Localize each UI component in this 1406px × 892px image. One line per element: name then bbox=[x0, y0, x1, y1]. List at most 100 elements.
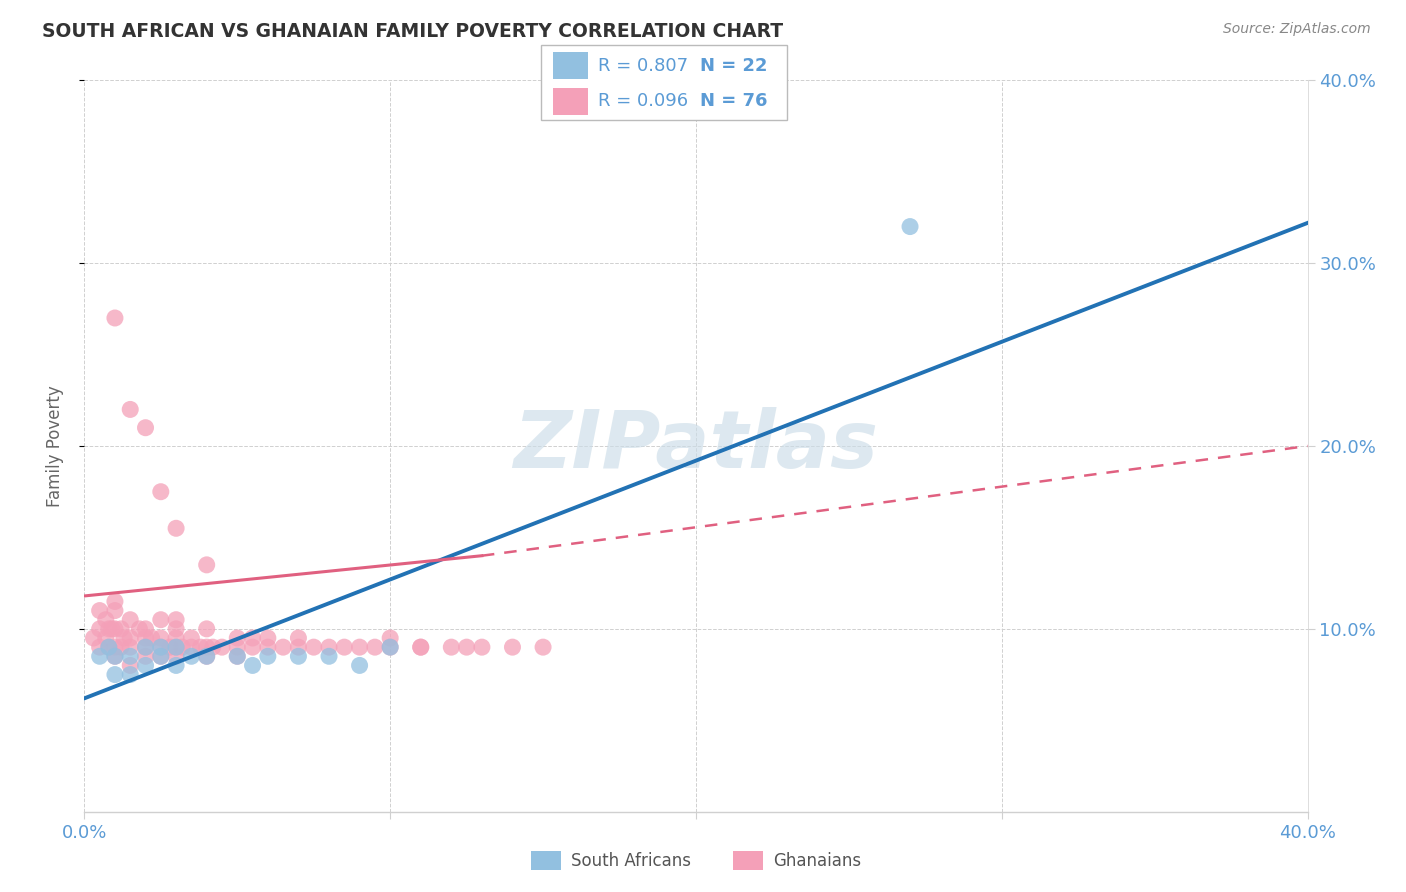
Y-axis label: Family Poverty: Family Poverty bbox=[45, 385, 63, 507]
Point bbox=[226, 649, 249, 664]
Point bbox=[104, 649, 127, 664]
Text: N = 76: N = 76 bbox=[700, 93, 768, 111]
Point bbox=[226, 640, 249, 655]
Point bbox=[104, 603, 127, 617]
Point bbox=[101, 622, 124, 636]
Point bbox=[380, 631, 402, 645]
Point bbox=[110, 640, 132, 655]
Point bbox=[165, 640, 187, 655]
Text: SOUTH AFRICAN VS GHANAIAN FAMILY POVERTY CORRELATION CHART: SOUTH AFRICAN VS GHANAIAN FAMILY POVERTY… bbox=[42, 22, 783, 41]
Text: Source: ZipAtlas.com: Source: ZipAtlas.com bbox=[1223, 22, 1371, 37]
Point bbox=[120, 402, 142, 417]
Point bbox=[89, 622, 111, 636]
Point bbox=[409, 640, 432, 655]
Point bbox=[349, 658, 371, 673]
Point bbox=[128, 622, 150, 636]
Point bbox=[104, 311, 127, 326]
Point bbox=[242, 631, 264, 645]
Point bbox=[380, 640, 402, 655]
Point bbox=[195, 640, 218, 655]
Point bbox=[180, 631, 202, 645]
Point bbox=[456, 640, 478, 655]
Point bbox=[226, 631, 249, 645]
Point bbox=[120, 640, 142, 655]
Point bbox=[257, 640, 280, 655]
Point bbox=[165, 649, 187, 664]
Point bbox=[89, 649, 111, 664]
Point bbox=[135, 640, 157, 655]
Point bbox=[149, 649, 172, 664]
Point bbox=[257, 631, 280, 645]
Point bbox=[364, 640, 387, 655]
Point bbox=[165, 631, 187, 645]
Point bbox=[502, 640, 524, 655]
Point bbox=[135, 649, 157, 664]
Point bbox=[165, 658, 187, 673]
Point bbox=[257, 649, 280, 664]
Point bbox=[135, 640, 157, 655]
Point bbox=[271, 640, 294, 655]
Point bbox=[149, 484, 172, 499]
Point bbox=[104, 622, 127, 636]
Point bbox=[112, 631, 135, 645]
Point bbox=[333, 640, 356, 655]
Point bbox=[135, 658, 157, 673]
Point bbox=[149, 640, 172, 655]
Point bbox=[159, 640, 181, 655]
Point bbox=[104, 649, 127, 664]
Point bbox=[89, 640, 111, 655]
Point bbox=[120, 667, 142, 681]
Point bbox=[135, 631, 157, 645]
Point bbox=[172, 640, 194, 655]
Text: R = 0.807: R = 0.807 bbox=[598, 57, 688, 75]
Point bbox=[141, 631, 163, 645]
Point bbox=[120, 658, 142, 673]
Point bbox=[165, 640, 187, 655]
Point bbox=[302, 640, 325, 655]
Point bbox=[195, 649, 218, 664]
Point bbox=[380, 640, 402, 655]
Point bbox=[211, 640, 233, 655]
Point bbox=[165, 622, 187, 636]
Point bbox=[409, 640, 432, 655]
Point bbox=[195, 649, 218, 664]
Point bbox=[89, 603, 111, 617]
Point bbox=[318, 640, 340, 655]
Point bbox=[135, 421, 157, 435]
Point bbox=[195, 558, 218, 572]
Point bbox=[97, 622, 120, 636]
Point bbox=[226, 649, 249, 664]
Point bbox=[165, 521, 187, 535]
Point bbox=[120, 613, 142, 627]
Point bbox=[349, 640, 371, 655]
Point bbox=[104, 640, 127, 655]
Point bbox=[190, 640, 212, 655]
Text: ZIPatlas: ZIPatlas bbox=[513, 407, 879, 485]
Point bbox=[120, 649, 142, 664]
Point bbox=[440, 640, 463, 655]
Point bbox=[83, 631, 105, 645]
Point bbox=[104, 667, 127, 681]
Point bbox=[287, 640, 309, 655]
Point bbox=[94, 631, 117, 645]
Point bbox=[97, 640, 120, 655]
Point bbox=[195, 622, 218, 636]
Point bbox=[471, 640, 494, 655]
Point bbox=[287, 631, 309, 645]
Point bbox=[318, 649, 340, 664]
Point bbox=[135, 622, 157, 636]
Point bbox=[165, 613, 187, 627]
Point bbox=[149, 640, 172, 655]
Point bbox=[104, 594, 127, 608]
Point bbox=[242, 658, 264, 673]
Point bbox=[94, 613, 117, 627]
Point bbox=[180, 649, 202, 664]
Point bbox=[149, 649, 172, 664]
Point bbox=[120, 631, 142, 645]
Point bbox=[110, 622, 132, 636]
Point bbox=[898, 219, 921, 234]
Legend: South Africans, Ghanaians: South Africans, Ghanaians bbox=[524, 844, 868, 877]
Point bbox=[531, 640, 554, 655]
Point bbox=[149, 613, 172, 627]
Point bbox=[180, 640, 202, 655]
